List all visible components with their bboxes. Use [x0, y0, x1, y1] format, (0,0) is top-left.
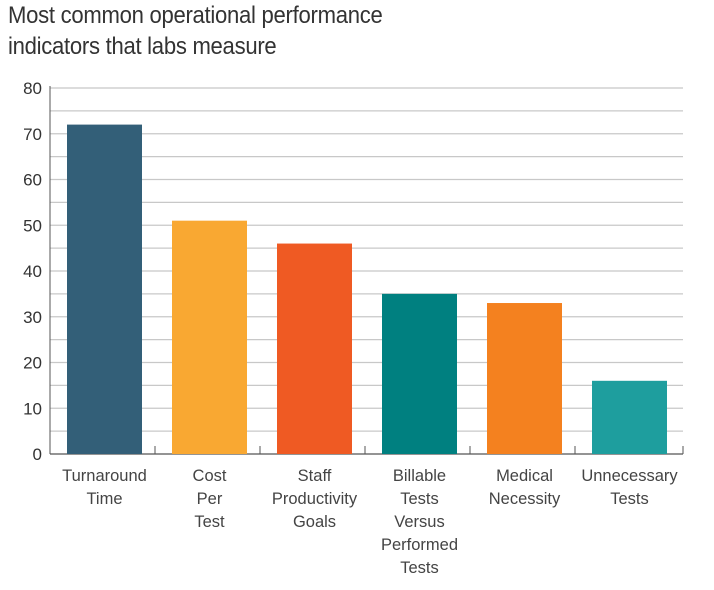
x-category-label: Performed	[381, 536, 458, 554]
x-category-label: Necessity	[489, 490, 561, 508]
bar-2	[277, 243, 352, 454]
chart-title-line-2: indicators that labs measure	[8, 33, 277, 60]
x-category-label: Unnecessary	[581, 467, 678, 485]
x-category-label: Time	[86, 490, 122, 508]
x-category-label: Tests	[400, 490, 439, 508]
y-tick-label: 60	[23, 171, 42, 190]
x-category-label: Staff	[298, 467, 332, 485]
x-category-label: Tests	[400, 559, 439, 577]
y-tick-label: 20	[23, 354, 42, 373]
y-tick-label: 10	[23, 399, 42, 418]
y-tick-label: 40	[23, 262, 42, 281]
x-category-label: Turnaround	[62, 467, 147, 485]
y-tick-label: 50	[23, 216, 42, 235]
bar-4	[487, 303, 562, 454]
x-category-label: Medical	[496, 467, 553, 485]
bar-3	[382, 293, 457, 454]
chart-title-line-1: Most common operational performance	[8, 2, 383, 29]
bar-1	[172, 220, 247, 454]
x-category-label: Billable	[393, 467, 446, 485]
bar-5	[592, 380, 667, 454]
bar-0	[67, 124, 142, 454]
y-tick-label: 0	[33, 445, 42, 464]
x-category-label: Tests	[610, 490, 649, 508]
x-category-label: Per	[197, 490, 223, 508]
chart-title: Most common operational performance indi…	[8, 0, 383, 62]
x-category-label: Test	[194, 513, 225, 531]
x-category-label: Goals	[293, 513, 336, 531]
y-tick-label: 80	[23, 79, 42, 98]
x-category-label: Productivity	[272, 490, 358, 508]
y-tick-label: 30	[23, 308, 42, 327]
y-tick-label: 70	[23, 125, 42, 144]
x-category-label: Versus	[394, 513, 444, 531]
x-category-label: Cost	[193, 467, 227, 485]
